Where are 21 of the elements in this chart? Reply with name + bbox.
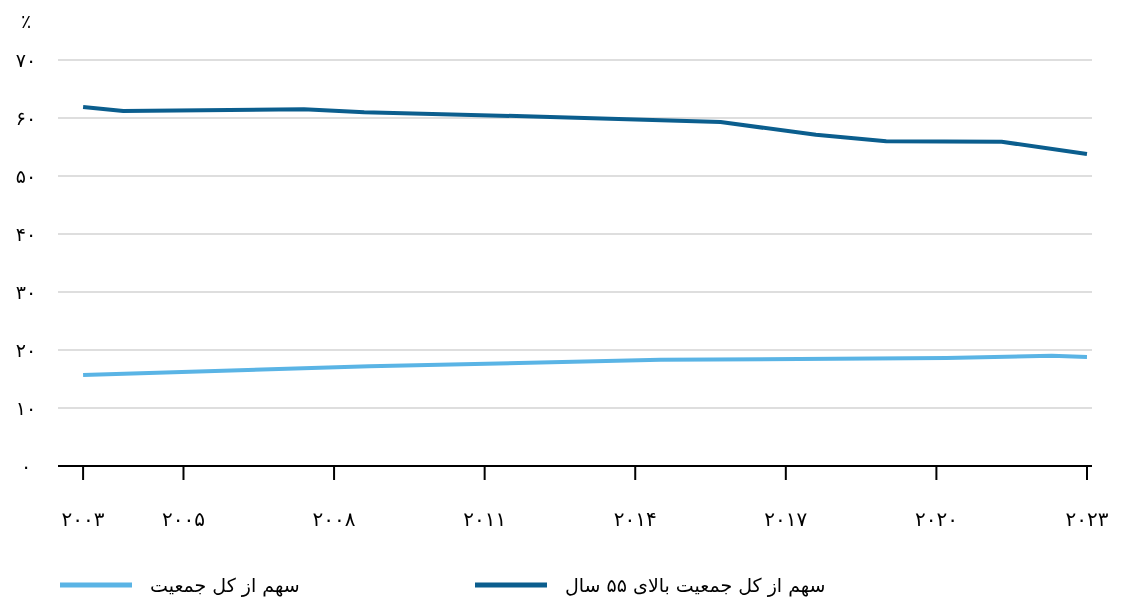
x-tick-label: ۲۰۰۸ (312, 507, 356, 531)
y-tick-label: ۷۰ (15, 49, 37, 71)
y-tick-label: ۲۰ (15, 339, 37, 361)
y-tick-label: ۳۰ (15, 281, 37, 303)
line-series (81, 104, 1089, 156)
x-tick-label: ۲۰۱۴ (613, 507, 657, 531)
y-tick-label: ۰ (20, 455, 32, 477)
line-series (81, 353, 1089, 377)
x-tick-label: ۲۰۰۳ (61, 507, 105, 531)
y-tick-label: ۶۰ (15, 107, 37, 129)
legend-label: سهم از کل جمعیت بالای ۵۵ سال (565, 574, 826, 597)
x-tick-label: ۲۰۱۱ (463, 507, 507, 531)
x-tick-label: ۲۰۱۷ (764, 507, 808, 531)
x-tick-label: ۲۰۲۰ (914, 507, 958, 531)
y-tick-label: ۵۰ (15, 165, 37, 187)
y-tick-label: ۱۰ (15, 397, 37, 419)
y-tick-label: ۴۰ (15, 223, 37, 245)
legend-label: سهم از کل جمعیت (150, 574, 300, 597)
x-tick-label: ۲۰۲۳ (1065, 507, 1109, 531)
x-tick-label: ۲۰۰۵ (162, 507, 205, 531)
y-axis-title: ٪ (20, 10, 32, 32)
